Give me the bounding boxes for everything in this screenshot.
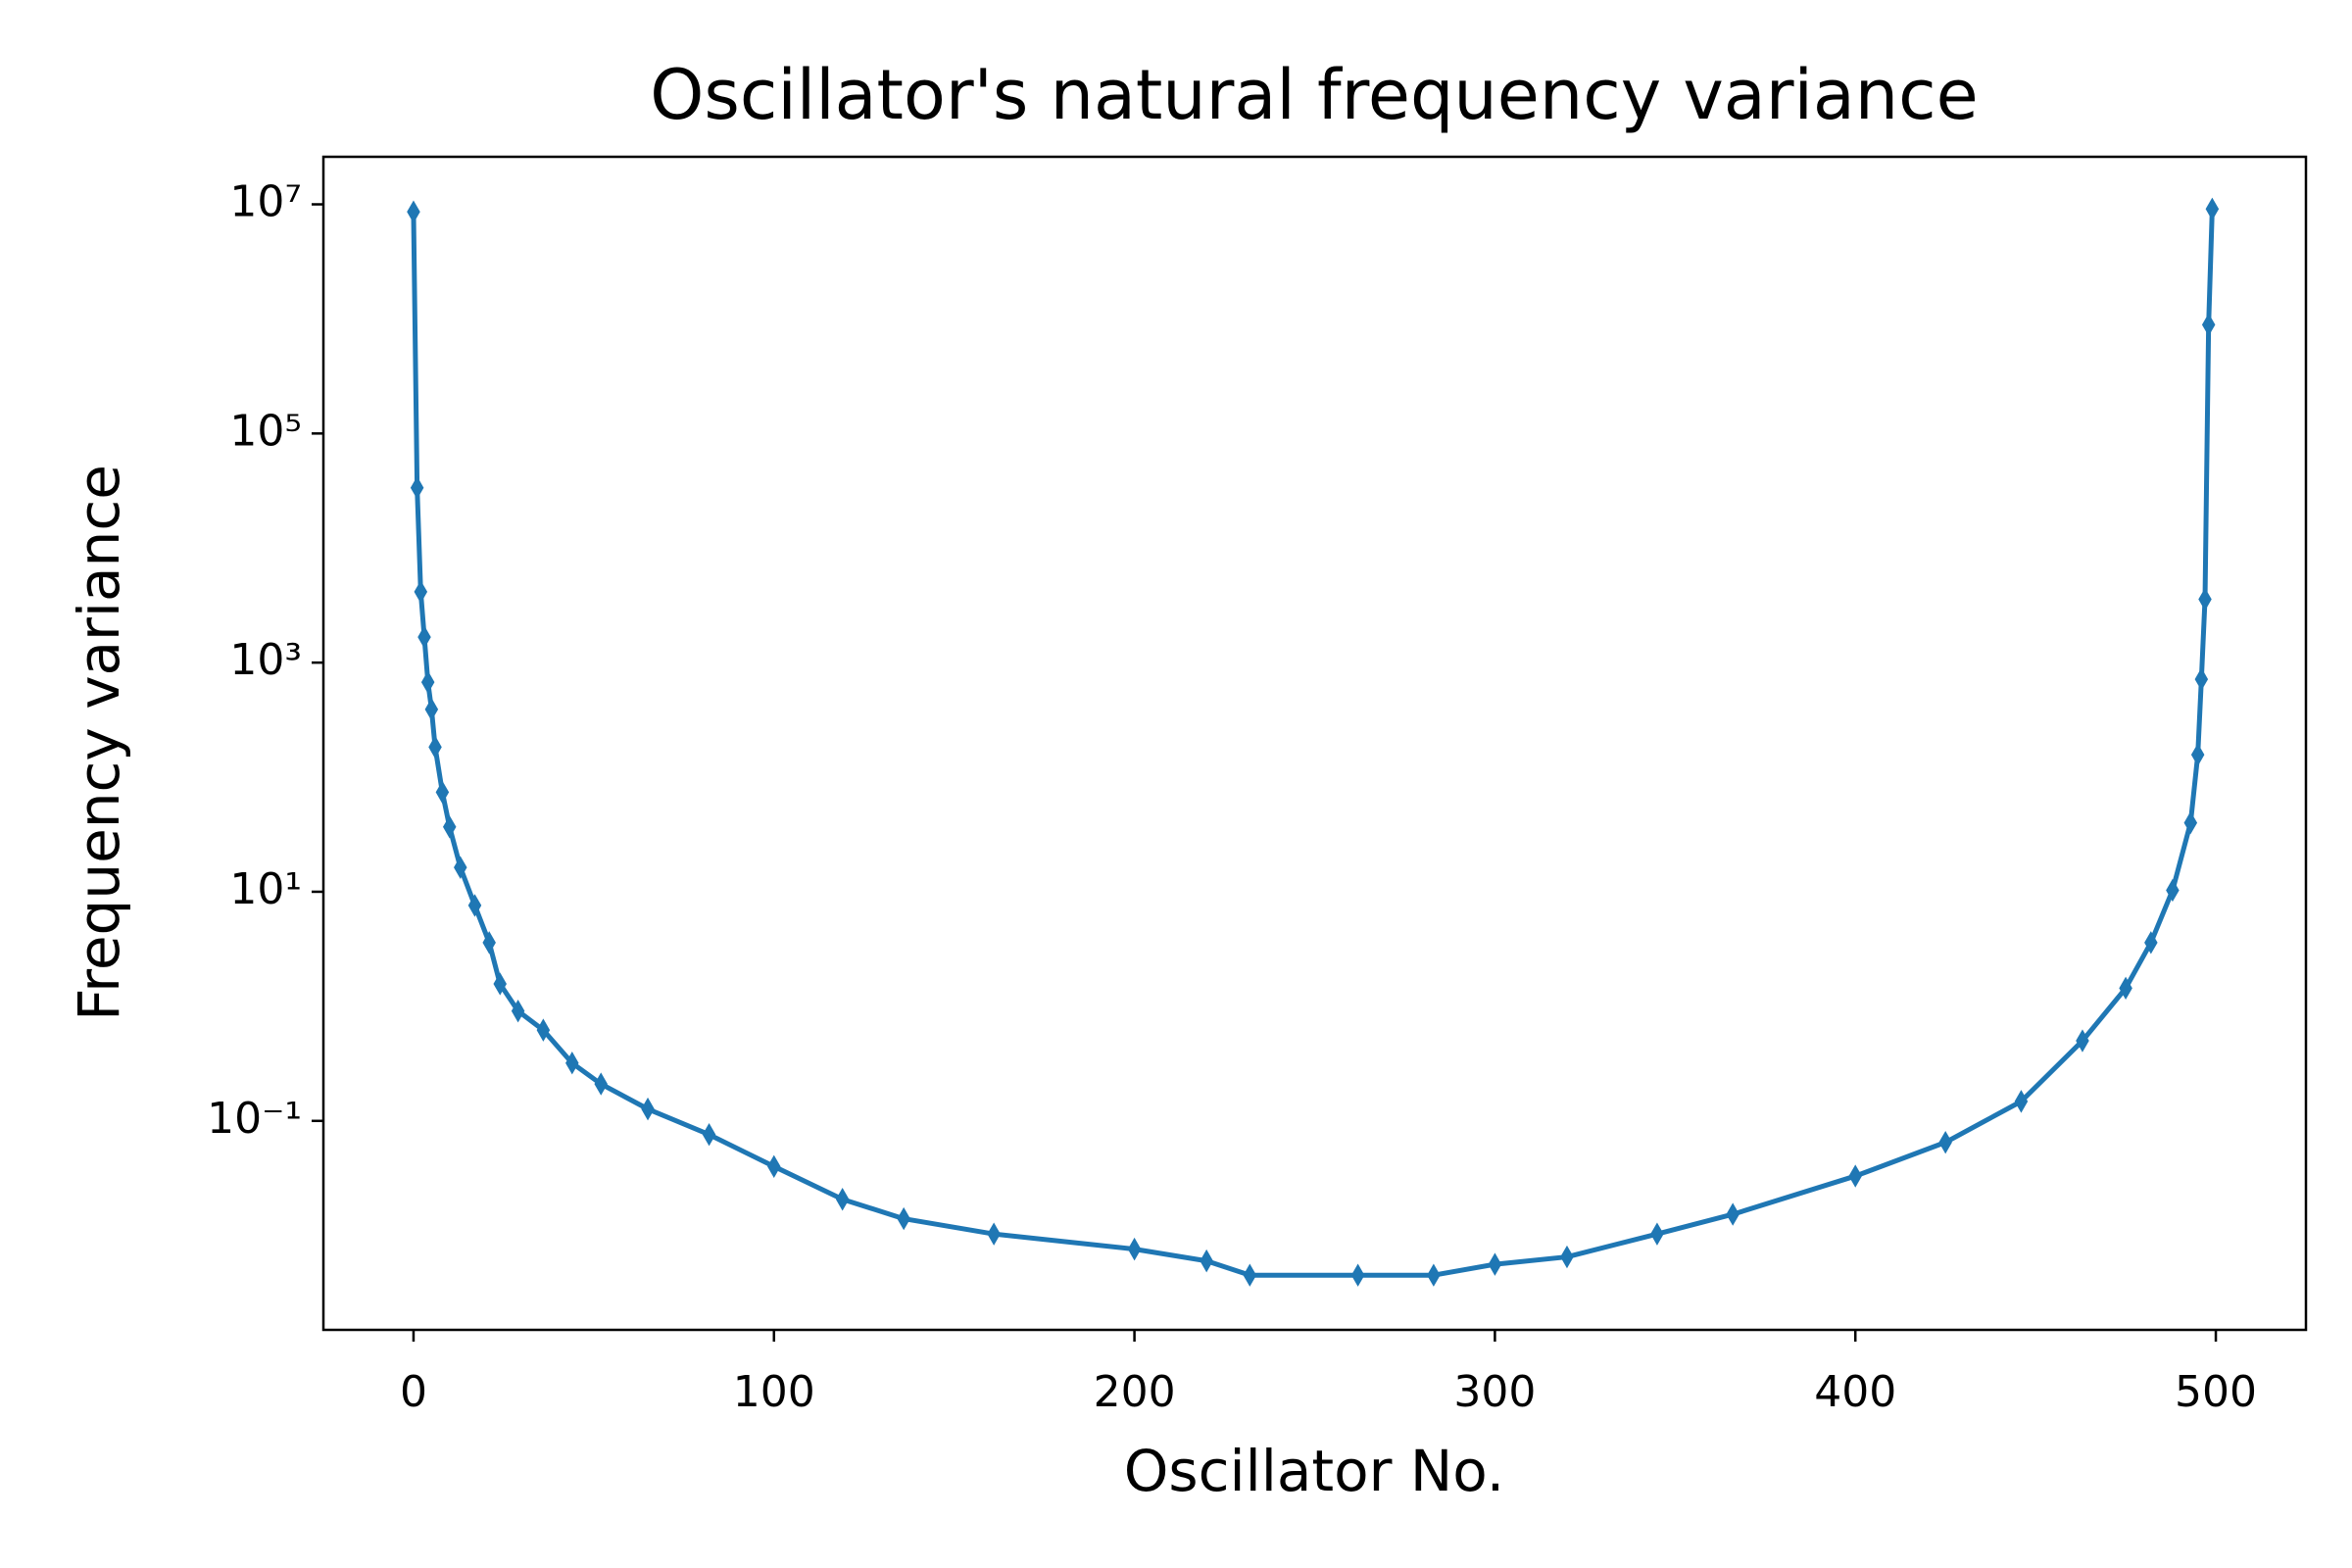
data-point xyxy=(420,670,435,694)
data-point xyxy=(2076,1029,2089,1053)
data-point xyxy=(1243,1263,1257,1287)
data-point xyxy=(2144,931,2158,955)
data-point xyxy=(1650,1222,1664,1246)
data-point xyxy=(1848,1164,1862,1188)
data-point xyxy=(511,999,525,1023)
y-tick-label: 10¹ xyxy=(229,864,302,914)
data-point xyxy=(2198,587,2212,612)
x-tick-label: 200 xyxy=(1094,1367,1176,1417)
data-point xyxy=(1488,1252,1502,1276)
data-point xyxy=(2119,976,2132,1001)
data-point xyxy=(407,200,420,223)
data-point xyxy=(565,1052,579,1075)
data-point xyxy=(536,1018,551,1042)
data-point xyxy=(2166,878,2180,903)
data-point xyxy=(414,580,428,604)
plot-frame xyxy=(321,155,2308,1332)
data-point xyxy=(424,698,439,721)
data-point xyxy=(835,1188,850,1211)
y-tick-label: 10⁷ xyxy=(229,177,302,227)
data-point xyxy=(897,1206,910,1231)
data-point xyxy=(1127,1237,1142,1261)
data-point xyxy=(1200,1249,1213,1273)
data-point xyxy=(2201,313,2216,337)
data-point xyxy=(417,625,431,649)
data-point xyxy=(767,1154,781,1178)
data-point xyxy=(442,815,457,839)
data-point xyxy=(1938,1130,1952,1154)
data-point xyxy=(482,931,496,955)
x-tick-label: 300 xyxy=(1453,1367,1536,1417)
x-tick-label: 100 xyxy=(733,1367,815,1417)
x-tick-label: 500 xyxy=(2175,1367,2257,1417)
data-point xyxy=(1560,1245,1574,1269)
y-axis-label: Frequency variance xyxy=(66,465,132,1021)
data-point xyxy=(2205,197,2220,221)
data-point xyxy=(493,972,507,996)
x-axis-label: Oscillator No. xyxy=(1124,1438,1504,1504)
x-tick-label: 400 xyxy=(1814,1367,1896,1417)
data-point xyxy=(1350,1263,1365,1287)
data-point xyxy=(987,1222,1001,1246)
y-tick-label: 10³ xyxy=(229,635,302,685)
data-point xyxy=(1726,1202,1740,1226)
data-point xyxy=(435,780,450,805)
data-point xyxy=(428,735,442,760)
data-point xyxy=(641,1097,655,1121)
data-point xyxy=(1427,1263,1441,1287)
data-point xyxy=(467,894,482,917)
data-point xyxy=(702,1123,716,1147)
y-tick-label: 10⁻¹ xyxy=(207,1094,302,1144)
x-tick-label: 0 xyxy=(400,1367,427,1417)
data-point xyxy=(2183,810,2198,835)
data-point xyxy=(410,476,424,500)
data-point xyxy=(2014,1090,2029,1113)
y-tick-label: 10⁵ xyxy=(229,406,302,456)
data-point xyxy=(594,1072,608,1096)
data-point xyxy=(2194,667,2209,691)
data-point xyxy=(454,856,467,879)
chart-title: Oscillator's natural frequency variance xyxy=(650,55,1978,135)
data-point xyxy=(2190,743,2205,766)
